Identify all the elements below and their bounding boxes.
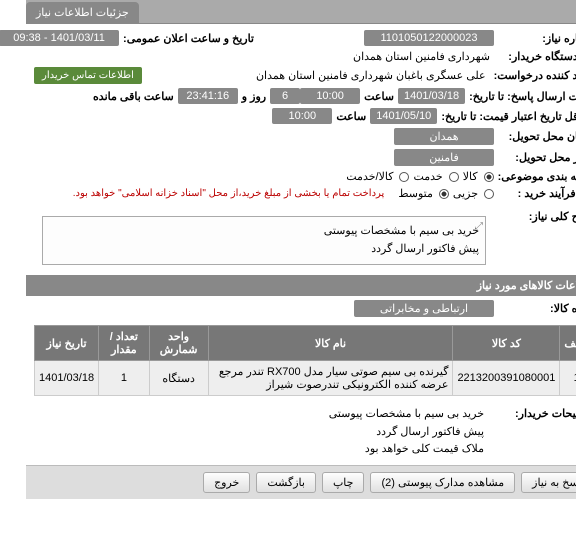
tab-bar: جزئیات اطلاعات نیاز: [0, 0, 576, 24]
category-both-label: کالا/خدمت: [316, 170, 371, 183]
deadline-date: 1401/03/18: [372, 88, 439, 104]
expand-icon[interactable]: ⤢: [449, 219, 457, 235]
days-remaining: 6: [244, 88, 274, 104]
description-box: ⤢ خرید بی سیم با مشخصات پیوستی پیش فاکتو…: [16, 216, 460, 265]
radio-icon: [413, 189, 423, 199]
contact-info-button[interactable]: اطلاعات تماس خریدار: [8, 67, 116, 84]
th-date: تاریخ نیاز: [9, 326, 73, 361]
th-code: کد کالا: [427, 326, 534, 361]
need-no-value: 1101050122000023: [338, 30, 468, 46]
remain-label: ساعت باقی مانده: [63, 90, 152, 103]
th-row: ردیف: [534, 326, 568, 361]
requester-label: ایجاد کننده درخواست:: [464, 69, 568, 82]
validity-time: 10:00: [246, 108, 306, 124]
radio-icon: [458, 189, 468, 199]
exit-button[interactable]: خروج: [177, 472, 224, 493]
th-name: نام کالا: [182, 326, 427, 361]
process-medium-label: متوسط: [368, 187, 411, 200]
cell-date: 1401/03/18: [9, 361, 73, 396]
province-value: همدان: [368, 128, 468, 145]
cell-name: گیرنده بی سیم صوتی سیار مدل RX700 تندر م…: [182, 361, 427, 396]
time-label-2: ساعت: [306, 110, 344, 123]
buyer-note-line3: ملاک قیمت کلی خواهد بود: [303, 441, 458, 459]
main-container: جزئیات اطلاعات نیاز شماره نیاز: 11010501…: [0, 0, 576, 499]
radio-icon: [373, 172, 383, 182]
announce-value: 1401/03/11 - 09:38: [0, 30, 93, 46]
reply-button[interactable]: پاسخ به نیاز: [495, 472, 570, 493]
buyer-notes-label: توضیحات خریدار:: [458, 406, 568, 459]
description-line1: خرید بی سیم با مشخصات پیوستی: [23, 223, 453, 241]
buyer-note-line1: خرید بی سیم با مشخصات پیوستی: [303, 406, 458, 424]
process-partial-radio[interactable]: جزیی: [423, 187, 468, 200]
cell-code: 2213200391080001: [427, 361, 534, 396]
category-service-radio[interactable]: خدمت: [383, 170, 432, 183]
announce-label: تاریخ و ساعت اعلان عمومی:: [93, 32, 232, 45]
th-unit: واحد شمارش: [123, 326, 182, 361]
validity-label: حداقل تاریخ اعتبار قیمت: تا تاریخ:: [411, 110, 568, 123]
category-goods-radio[interactable]: کالا: [433, 170, 468, 183]
tab-details[interactable]: جزئیات اطلاعات نیاز: [0, 2, 113, 23]
buyer-notes: توضیحات خریدار: خرید بی سیم با مشخصات پی…: [0, 400, 576, 465]
category-service-label: خدمت: [383, 170, 420, 183]
items-section-header: اطلاعات کالاهای مورد نیاز: [0, 275, 576, 296]
buyer-note-line2: پیش فاکتور ارسال گردد: [303, 424, 458, 442]
cell-idx: 1: [534, 361, 568, 396]
table-row[interactable]: 1 2213200391080001 گیرنده بی سیم صوتی سی…: [9, 361, 568, 396]
need-no-label: شماره نیاز:: [468, 32, 568, 45]
city-label: شهر محل تحویل:: [468, 151, 568, 164]
description-label: شرح کلی نیاز:: [468, 210, 568, 223]
back-button[interactable]: بازگشت: [230, 472, 290, 493]
category-goods-label: کالا: [433, 170, 456, 183]
process-medium-radio[interactable]: متوسط: [368, 187, 423, 200]
time-label-1: ساعت: [334, 90, 372, 103]
process-label: نوع فرآیند خرید :: [468, 187, 568, 200]
group-value: ارتباطی و مخابراتی: [328, 300, 468, 317]
buyer-org-value: شهرداری فامنین استان همدان: [323, 50, 468, 63]
th-qty: تعداد / مقدار: [73, 326, 124, 361]
items-table: ردیف کد کالا نام کالا واحد شمارش تعداد /…: [8, 325, 568, 396]
process-note: پرداخت تمام یا بخشی از مبلغ خرید،از محل …: [47, 188, 359, 199]
group-label: گروه کالا:: [468, 302, 568, 315]
description-line2: پیش فاکتور ارسال گردد: [23, 241, 453, 259]
province-label: استان محل تحویل:: [468, 130, 568, 143]
city-value: فامنین: [368, 149, 468, 166]
deadline-label: مهلت ارسال پاسخ: تا تاریخ:: [439, 90, 568, 103]
process-partial-label: جزیی: [423, 187, 456, 200]
buyer-org-label: نام دستگاه خریدار:: [468, 50, 568, 63]
deadline-time: 10:00: [274, 88, 334, 104]
radio-icon: [423, 172, 433, 182]
radio-icon: [458, 172, 468, 182]
form-section: شماره نیاز: 1101050122000023 تاریخ و ساع…: [0, 24, 576, 210]
cell-unit: دستگاه: [123, 361, 182, 396]
print-button[interactable]: چاپ: [296, 472, 339, 493]
time-remaining: 23:41:16: [152, 88, 212, 104]
validity-date: 1401/05/10: [344, 108, 411, 124]
category-both-radio[interactable]: کالا/خدمت: [316, 170, 383, 183]
category-label: طبقه بندی موضوعی:: [468, 170, 568, 183]
cell-qty: 1: [73, 361, 124, 396]
days-label: روز و: [212, 90, 244, 103]
button-bar: پاسخ به نیاز مشاهده مدارک پیوستی (2) چاپ…: [0, 465, 576, 499]
requester-value: علی عسگری باغبان شهرداری فامنین استان هم…: [116, 69, 464, 82]
attachments-button[interactable]: مشاهده مدارک پیوستی (2): [344, 472, 489, 493]
